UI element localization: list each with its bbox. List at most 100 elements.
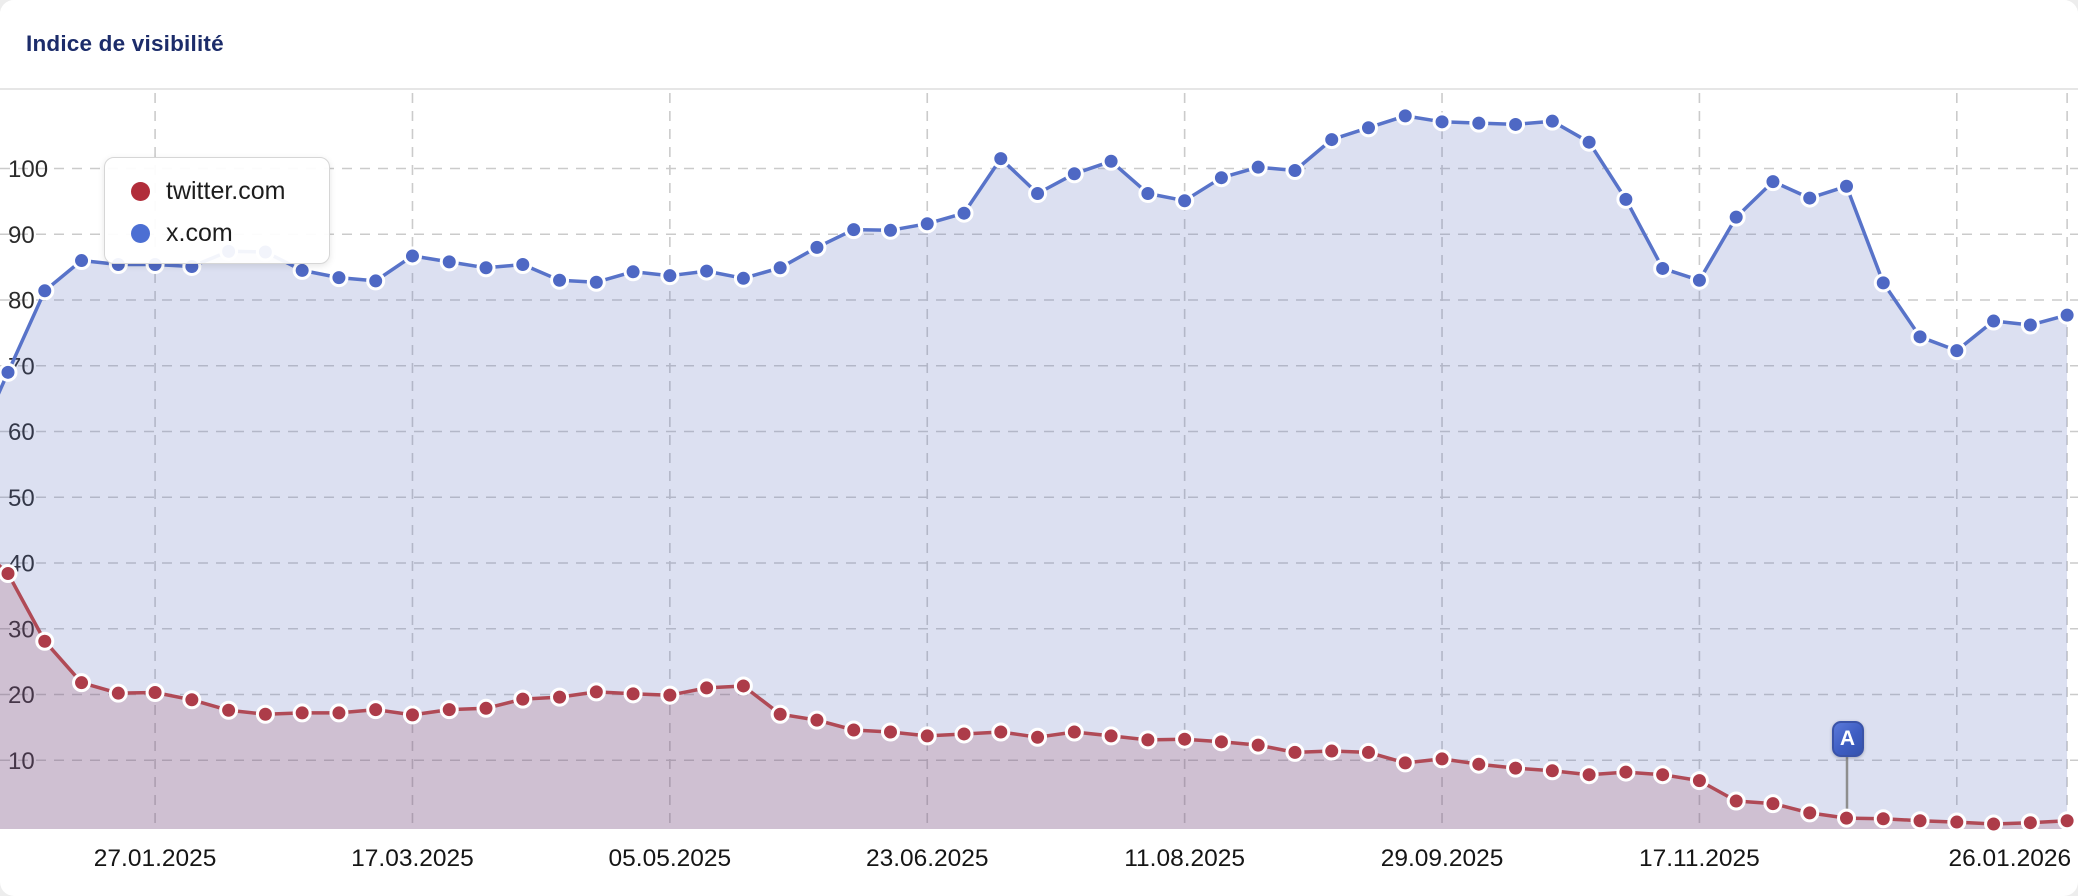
data-point xyxy=(1837,176,1856,196)
data-point xyxy=(1579,132,1599,152)
data-point xyxy=(72,251,92,271)
x-tick-label: 05.05.2025 xyxy=(609,845,732,872)
data-point xyxy=(1837,808,1856,828)
y-tick-label: 90 xyxy=(8,222,35,249)
series-line-x.com xyxy=(0,114,2069,395)
data-point xyxy=(917,726,937,746)
series-points-twitter.com[interactable] xyxy=(0,564,2077,833)
data-point xyxy=(1763,172,1783,192)
data-point xyxy=(807,710,827,730)
data-point xyxy=(1101,151,1121,171)
y-tick-label: 60 xyxy=(8,419,35,446)
data-point xyxy=(0,564,18,584)
data-point xyxy=(1432,749,1452,769)
data-point xyxy=(623,684,643,704)
data-point xyxy=(660,266,680,286)
data-point xyxy=(1211,168,1231,188)
data-point xyxy=(880,722,900,742)
chart-legend: twitter.com x.com xyxy=(104,157,330,264)
data-point xyxy=(439,252,459,272)
page-title: Indice de visibilité xyxy=(26,31,224,56)
data-point xyxy=(1322,741,1342,761)
data-point xyxy=(991,149,1011,169)
data-point xyxy=(1028,183,1048,203)
data-point xyxy=(586,682,606,702)
data-point xyxy=(1506,114,1526,134)
series-area-twitter.com xyxy=(0,566,2068,829)
data-point xyxy=(1064,722,1084,742)
data-point xyxy=(329,703,349,723)
data-point xyxy=(733,268,753,288)
data-point xyxy=(1579,765,1599,785)
data-point xyxy=(35,281,55,301)
data-point xyxy=(182,690,202,710)
data-point xyxy=(1653,258,1673,278)
data-point xyxy=(1175,729,1195,749)
series-points-x.com[interactable] xyxy=(0,106,2077,382)
data-point xyxy=(2020,315,2040,335)
data-point xyxy=(476,698,496,718)
y-tick-label: 20 xyxy=(8,682,35,709)
y-axis-labels: 102030405060708090100 xyxy=(8,156,48,775)
legend-item-label: x.com xyxy=(166,218,233,247)
data-point xyxy=(1800,188,1820,208)
data-point xyxy=(917,214,937,234)
data-point xyxy=(1726,791,1746,811)
data-point xyxy=(476,258,496,278)
data-point xyxy=(1285,742,1305,762)
data-point xyxy=(1616,189,1636,209)
series-line-twitter.com xyxy=(0,563,2069,826)
data-point xyxy=(1984,311,2004,331)
data-point xyxy=(439,700,459,720)
data-point xyxy=(1542,111,1562,131)
data-point xyxy=(1689,771,1709,791)
data-point xyxy=(1984,814,2004,832)
data-point xyxy=(513,254,533,274)
data-point xyxy=(623,262,643,282)
data-point xyxy=(954,724,974,744)
data-point xyxy=(402,246,422,266)
legend-item-x.com[interactable]: x.com xyxy=(131,212,329,254)
data-point xyxy=(1064,164,1084,184)
data-point xyxy=(844,720,864,740)
data-point xyxy=(697,678,717,698)
data-point xyxy=(1248,735,1268,755)
data-point xyxy=(1322,130,1342,150)
x-tick-label: 23.06.2025 xyxy=(866,845,989,872)
x-tick-label: 11.08.2025 xyxy=(1124,845,1245,872)
data-point xyxy=(255,704,275,724)
data-point xyxy=(108,683,128,703)
annotation-pin-a[interactable]: A xyxy=(1831,721,1864,758)
y-tick-label: 10 xyxy=(8,748,35,775)
y-tick-label: 50 xyxy=(8,485,35,512)
data-point xyxy=(733,676,753,696)
data-point xyxy=(550,687,570,707)
data-point xyxy=(770,258,790,278)
data-point xyxy=(1395,106,1415,126)
x-tick-label: 29.09.2025 xyxy=(1381,845,1504,872)
data-point xyxy=(1138,183,1158,203)
data-point xyxy=(1175,191,1195,211)
data-point xyxy=(1211,732,1231,752)
data-point xyxy=(1248,157,1268,177)
data-point xyxy=(1506,758,1526,778)
data-point xyxy=(1947,341,1967,361)
data-point xyxy=(844,220,864,240)
legend-item-twitter.com[interactable]: twitter.com xyxy=(131,170,329,212)
data-point xyxy=(72,673,92,693)
data-point xyxy=(1469,754,1489,774)
data-point xyxy=(1763,794,1783,814)
data-point xyxy=(1432,112,1452,132)
data-point xyxy=(1101,726,1121,746)
data-point xyxy=(366,700,386,720)
x-tick-label: 17.11.2025 xyxy=(1639,845,1760,872)
data-point xyxy=(2057,811,2077,831)
data-point xyxy=(954,203,974,223)
data-point xyxy=(1910,811,1930,831)
x-tick-label: 17.03.2025 xyxy=(351,845,474,872)
x-tick-label: 26.01.2026 xyxy=(1948,845,2071,872)
data-point xyxy=(1542,761,1562,781)
data-point xyxy=(550,270,570,290)
